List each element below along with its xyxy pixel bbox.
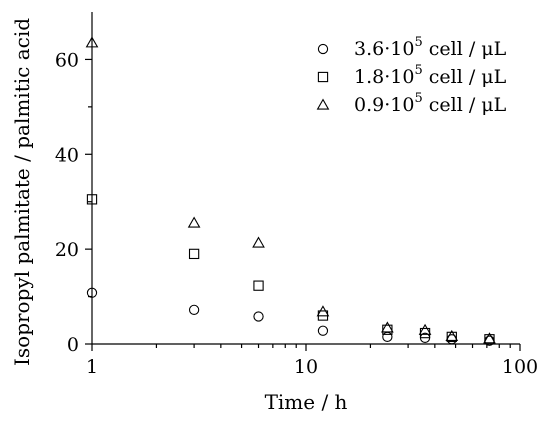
circle-legend-symbol: [317, 43, 329, 55]
triangle-data-point: [445, 329, 459, 342]
y-axis-label: Isopropyl palmitate / palmitic acid: [10, 18, 34, 366]
circle-data-point: [86, 287, 98, 298]
triangle-data-point: [85, 36, 99, 48]
y-tick-label: 60: [55, 49, 79, 71]
circle-data-point: [317, 325, 329, 336]
triangle-legend-symbol: [316, 98, 330, 110]
square-data-point: [86, 194, 98, 205]
circle-data-point: [188, 304, 200, 316]
legend: 3.6·105 cell / μL 1.8·105 cell / μL 0.9·10…: [316, 35, 507, 116]
data-markers: [85, 36, 496, 346]
triangle-data-point: [252, 236, 265, 248]
triangle-data-point: [187, 216, 201, 228]
legend-entry-label: 1.8·105 cell / μL: [354, 63, 507, 88]
circle-data-point: [253, 311, 264, 322]
circle-data-point: [382, 331, 393, 343]
square-data-point: [253, 280, 264, 291]
square-data-point: [446, 331, 457, 343]
x-axis-label: Time / h: [265, 390, 348, 414]
square-data-point: [188, 248, 200, 260]
triangle-data-point: [381, 321, 394, 333]
y-tick-label: 20: [55, 239, 79, 261]
triangle-data-point: [316, 305, 330, 317]
x-tick-label: 10: [294, 356, 318, 378]
triangle-data-point: [483, 332, 496, 344]
legend-entry-label: 0.9·105 cell / μL: [354, 91, 507, 116]
square-legend-symbol: [317, 71, 329, 83]
y-tick-label: 40: [55, 144, 79, 166]
legend-entry-label: 3.6·105 cell / μL: [354, 35, 507, 60]
x-tick-label: 1: [86, 356, 98, 378]
y-tick-label: 0: [67, 334, 79, 356]
square-data-point: [484, 334, 495, 345]
triangle-data-point: [418, 323, 432, 335]
x-tick-label: 100: [502, 356, 538, 378]
